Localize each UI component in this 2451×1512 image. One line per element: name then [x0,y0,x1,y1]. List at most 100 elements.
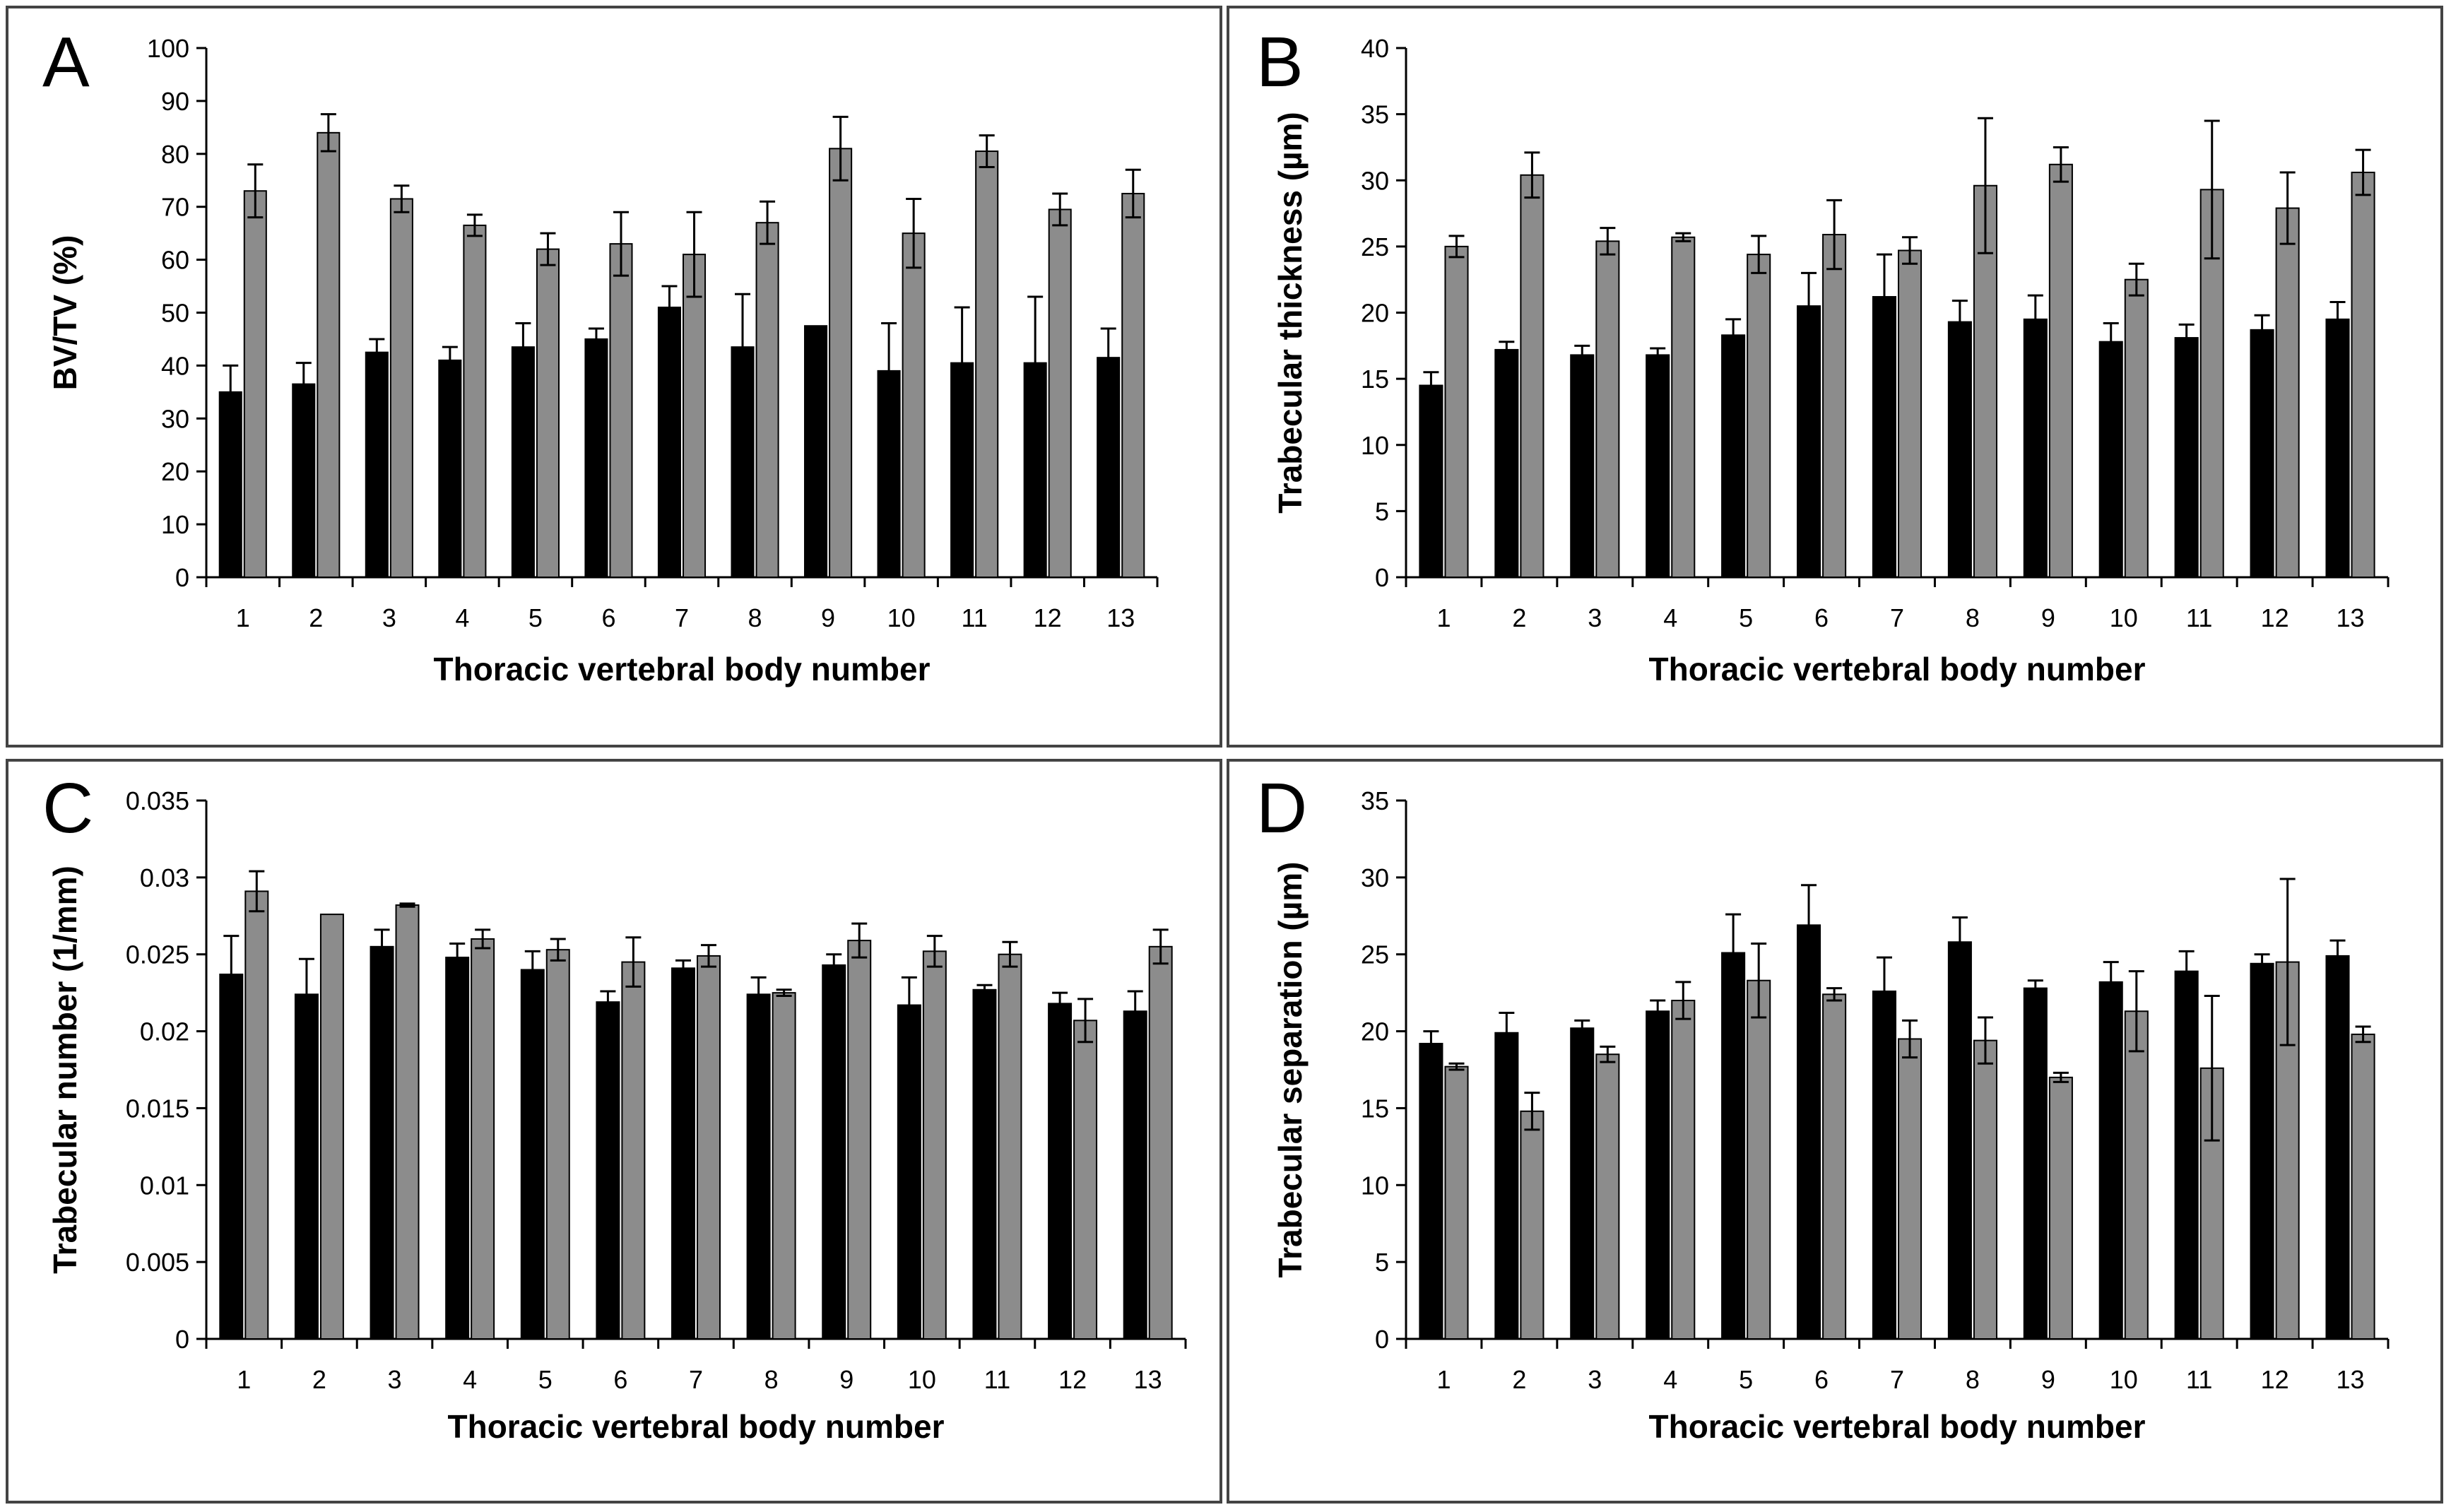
bar-series-1 [2098,981,2123,1340]
bar-series-2 [772,992,796,1340]
y-tick-label: 35 [1361,100,1389,129]
x-tick-label: 5 [538,1365,553,1394]
x-tick-label: 1 [236,603,250,632]
bar-series-1 [584,338,608,578]
bar-series-1 [365,351,389,578]
x-tick-label: 7 [689,1365,703,1394]
bar-series-2 [1595,1053,1620,1340]
x-tick-label: 5 [1739,603,1753,632]
bar-series-2 [1148,945,1173,1340]
y-tick-label: 30 [1361,863,1389,892]
panel-frame [6,6,1222,748]
bar-series-1 [1721,334,1746,578]
x-tick-label: 2 [1512,1365,1526,1394]
bar-series-2 [2275,207,2300,578]
x-tick-label: 5 [1739,1365,1753,1394]
y-tick-label: 10 [1361,1171,1389,1200]
bar-series-1 [1872,296,1897,578]
bar-series-1 [1419,384,1443,578]
bar-series-2 [1048,208,1072,578]
bar-series-2 [243,190,267,579]
y-tick-label: 20 [1361,1017,1389,1046]
x-tick-label: 10 [887,603,916,632]
x-tick-label: 12 [2261,603,2289,632]
x-tick-label: 11 [2186,603,2212,632]
bar-series-1 [520,969,545,1340]
bar-series-2 [2351,172,2375,578]
y-tick-label: 25 [1361,232,1389,261]
x-tick-label: 13 [2337,1365,2365,1394]
x-tick-label: 4 [463,1365,477,1394]
bar-series-2 [319,914,344,1340]
bar-series-2 [2124,278,2149,578]
bar-series-1 [2098,341,2123,578]
y-tick-label: 10 [161,510,189,539]
bar-series-2 [998,953,1022,1340]
bar-series-2 [621,961,646,1340]
x-tick-label: 8 [764,1365,779,1394]
bar-series-1 [2023,318,2048,578]
x-tick-label: 10 [2110,603,2138,632]
y-tick-label: 15 [1361,365,1389,394]
bar-series-1 [2325,955,2350,1340]
bar-series-1 [2023,987,2048,1340]
x-tick-label: 11 [2186,1365,2212,1394]
bar-series-2 [1898,1038,1923,1340]
bar-series-1 [1097,357,1121,578]
x-tick-label: 9 [2041,1365,2055,1394]
x-tick-label: 2 [309,603,323,632]
y-tick-label: 20 [161,457,189,486]
x-tick-label: 6 [613,1365,627,1394]
x-tick-label: 1 [1436,603,1451,632]
x-tick-label: 1 [237,1365,251,1394]
x-axis-title: Thoracic vertebral body number [448,1408,945,1445]
x-tick-label: 7 [1890,603,1904,632]
bar-series-1 [657,307,682,578]
panel-frame [6,759,1222,1504]
x-axis-title: Thoracic vertebral body number [1649,1408,2146,1445]
bar-series-2 [1973,1039,1998,1340]
x-tick-label: 7 [675,603,689,632]
bar-series-2 [1747,254,1771,578]
panel-letter: D [1256,769,1307,848]
y-axis-title: Trabecular number (1/mm) [47,866,83,1274]
x-tick-label: 12 [1034,603,1062,632]
bar-series-1 [1646,354,1670,578]
y-axis-title: Trabecular thickness (µm) [1272,112,1309,514]
y-tick-label: 0.005 [126,1248,189,1277]
y-tick-label: 50 [161,299,189,328]
x-tick-label: 13 [1134,1365,1162,1394]
bar-series-1 [2174,970,2199,1340]
bar-series-1 [596,1001,620,1340]
bar-series-1 [1797,305,1821,578]
bar-series-1 [445,957,470,1340]
x-axis-title: Thoracic vertebral body number [1649,651,2146,687]
y-tick-label: 60 [161,246,189,275]
y-tick-label: 0 [1375,563,1389,592]
x-tick-label: 5 [528,603,543,632]
y-tick-label: 5 [1375,497,1389,526]
x-tick-label: 11 [961,603,987,632]
bar-series-1 [1797,924,1821,1340]
bar-series-1 [2325,318,2350,578]
bar-series-1 [2250,329,2274,578]
bar-series-1 [219,974,244,1340]
bar-series-2 [1747,979,1771,1340]
x-tick-label: 3 [1588,1365,1602,1394]
y-tick-label: 0 [175,563,189,592]
bar-series-2 [847,940,872,1340]
x-tick-label: 11 [984,1365,1010,1394]
x-tick-label: 9 [2041,603,2055,632]
x-tick-label: 13 [1106,603,1135,632]
bar-series-1 [897,1004,921,1340]
bar-series-2 [545,949,570,1340]
bar-series-1 [1947,941,1972,1340]
y-tick-label: 5 [1375,1248,1389,1277]
y-tick-label: 90 [161,87,189,116]
x-tick-label: 3 [382,603,396,632]
y-tick-label: 0.03 [140,863,189,892]
bar-series-2 [1121,192,1145,579]
y-tick-label: 10 [1361,431,1389,460]
